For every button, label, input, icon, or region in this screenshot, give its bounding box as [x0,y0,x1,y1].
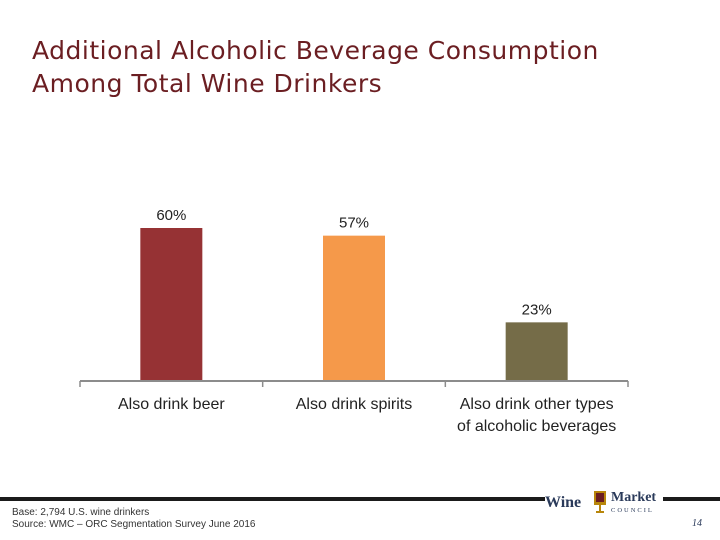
slide-title-line-1: Additional Alcoholic Beverage Consumptio… [32,36,599,65]
bar-3 [505,322,568,381]
footer-divider [0,497,720,501]
category-label-1: Also drink beer [118,396,225,413]
data-label-1: 60% [156,207,186,224]
page-number: 14 [692,518,702,529]
bar-chart: 60% Also drink beer 57% Also drink spirits 2… [79,207,629,435]
logo-word-market: Market [611,490,657,505]
category-label-3-line-1: Also drink other types [460,396,614,413]
data-label-2: 57% [339,215,369,232]
slide-title-line-2: Among Total Wine Drinkers [32,69,383,98]
wine-market-council-logo: Wine Market COUNCIL [545,488,663,518]
logo-word-wine: Wine [545,494,582,511]
footnote-base: Base: 2,794 U.S. wine drinkers [12,507,150,518]
footnote: Base: 2,794 U.S. wine drinkers Source: W… [12,507,255,531]
category-label-2: Also drink spirits [296,396,412,413]
category-label-3-line-2: of alcoholic beverages [457,418,616,435]
logo-word-council: COUNCIL [611,507,654,514]
bar-2 [323,235,385,381]
slide-title: Additional Alcoholic Beverage Consumptio… [32,34,672,100]
footnote-source: Source: WMC – ORC Segmentation Survey Ju… [12,519,256,530]
bar-1 [140,228,203,381]
wine-glass-icon [594,491,606,513]
data-label-3: 23% [522,301,552,318]
